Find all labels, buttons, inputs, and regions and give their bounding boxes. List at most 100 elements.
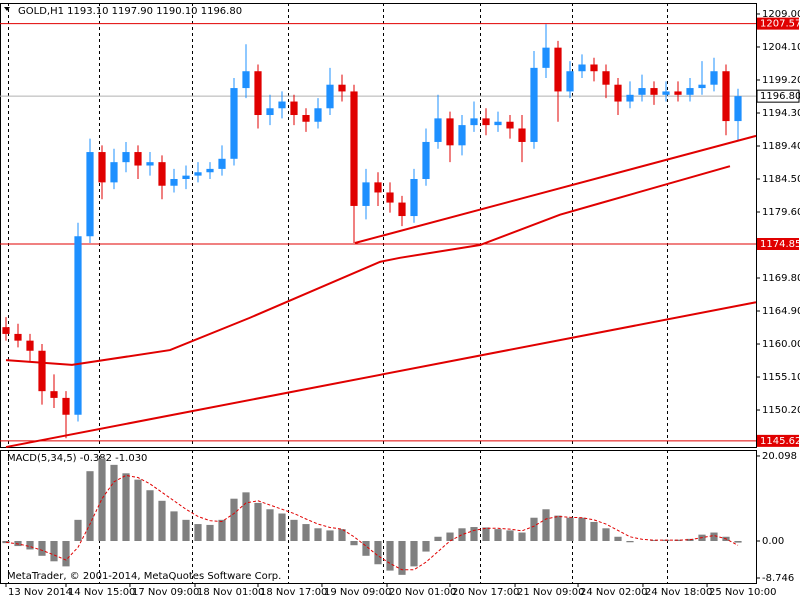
macd-title: MACD(5,34,5) -0.382 -1.030 [7,453,147,464]
x-tick-label: 24 Nov 18:00 [645,587,712,598]
macd-bar [734,540,742,543]
level-label: 1174.85 [760,239,800,250]
candle-body [662,91,670,95]
candle-body [626,94,634,102]
macd-bar [650,540,658,541]
x-tick-label: 24 Nov 02:00 [580,587,647,598]
macd-bar [218,519,226,541]
candle-body [602,71,610,85]
macd-bar [266,509,274,541]
macd-bar [182,519,190,541]
candle-body [734,96,742,122]
candle-body [266,108,274,116]
candle-body [62,397,70,415]
y-tick-label: 1209.00 [762,9,800,20]
y-tick-label: 1189.40 [762,141,800,152]
candle-body [2,327,10,334]
macd-bar [566,517,574,541]
candle-body [86,152,94,237]
macd-bar [446,532,454,541]
candle-body [542,47,550,68]
macd-bar [2,540,10,544]
macd-bar [482,527,490,541]
macd-bar [86,471,94,541]
candle-body [26,340,34,351]
macd-signal [5,474,739,571]
y-tick-label: 1179.60 [762,207,800,218]
macd-bar [578,517,586,541]
macd-bar [458,528,466,541]
level-label: 1207.57 [760,19,800,30]
y-tick-label: 1155.10 [762,372,800,383]
macd-bar [98,458,106,541]
trend-line [354,134,757,244]
candle-body [230,88,238,159]
candle-body [182,175,190,179]
candle-body [362,182,370,206]
macd-bar [434,536,442,541]
macd-bar [626,540,634,543]
candle-body [650,88,658,95]
x-tick-label: 25 Nov 10:00 [709,587,776,598]
candle-body [278,101,286,109]
macd-panel-frame [0,450,757,584]
y-tick-label: -8.746 [762,573,794,584]
candle-body [398,202,406,217]
macd-bar [470,527,478,541]
macd-bar [206,524,214,541]
macd-bar [542,509,550,541]
macd-bar [26,540,34,550]
x-tick-label: 21 Nov 09:00 [517,587,584,598]
macd-bar [374,540,382,565]
price-panel-frame [0,3,757,448]
candle-body [698,84,706,89]
macd-bar [710,532,718,541]
candle-body [710,71,718,85]
candle-body [314,108,322,122]
y-tick-label: 1184.50 [762,174,800,185]
candle-body [242,71,250,89]
candle-body [470,118,478,126]
candle-body [158,162,166,186]
level-label-box [757,434,799,447]
macd-bar [518,532,526,541]
macd-bar [338,529,346,541]
level-label-box [757,17,799,30]
y-tick-label: 20.098 [762,451,797,462]
copyright: MetaTrader, © 2001-2014, MetaQuotes Soft… [7,571,281,582]
candle-body [674,91,682,95]
candle-body [14,333,22,341]
candle-body [386,192,394,203]
x-tick-label: 17 Nov 09:00 [132,587,199,598]
macd-bar [146,490,154,541]
macd-bar [530,517,538,541]
candle-body [302,115,310,122]
candle-body [566,71,574,92]
candle-body [74,236,82,415]
candle-body [50,391,58,398]
candle-body [446,118,454,146]
trend-line [5,301,757,449]
y-tick-label: 1204.10 [762,42,800,53]
macd-bar [314,528,322,541]
y-tick-label: 0.00 [762,536,784,547]
candle-body [458,125,466,146]
y-tick-label: 1164.90 [762,306,800,317]
candle-body [122,152,130,163]
macd-bar [590,521,598,541]
candle-body [38,350,46,392]
candle-body [554,47,562,92]
x-tick-label: 18 Nov 17:00 [260,587,327,598]
macd-bar [74,519,82,541]
level-label-box [757,237,799,250]
candle-body [506,121,514,129]
y-tick-label: 1169.80 [762,273,800,284]
macd-bar [494,529,502,541]
candle-body [110,162,118,183]
macd-bar [326,530,334,541]
x-tick-label: 14 Nov 15:00 [68,587,135,598]
candle-body [518,128,526,142]
candle-body [422,141,430,179]
level-label: 1145.62 [760,436,800,447]
